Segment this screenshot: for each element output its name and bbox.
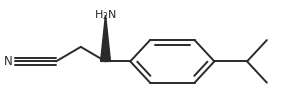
- Text: H$_2$N: H$_2$N: [94, 8, 117, 22]
- Text: N: N: [4, 55, 13, 68]
- Polygon shape: [101, 15, 111, 61]
